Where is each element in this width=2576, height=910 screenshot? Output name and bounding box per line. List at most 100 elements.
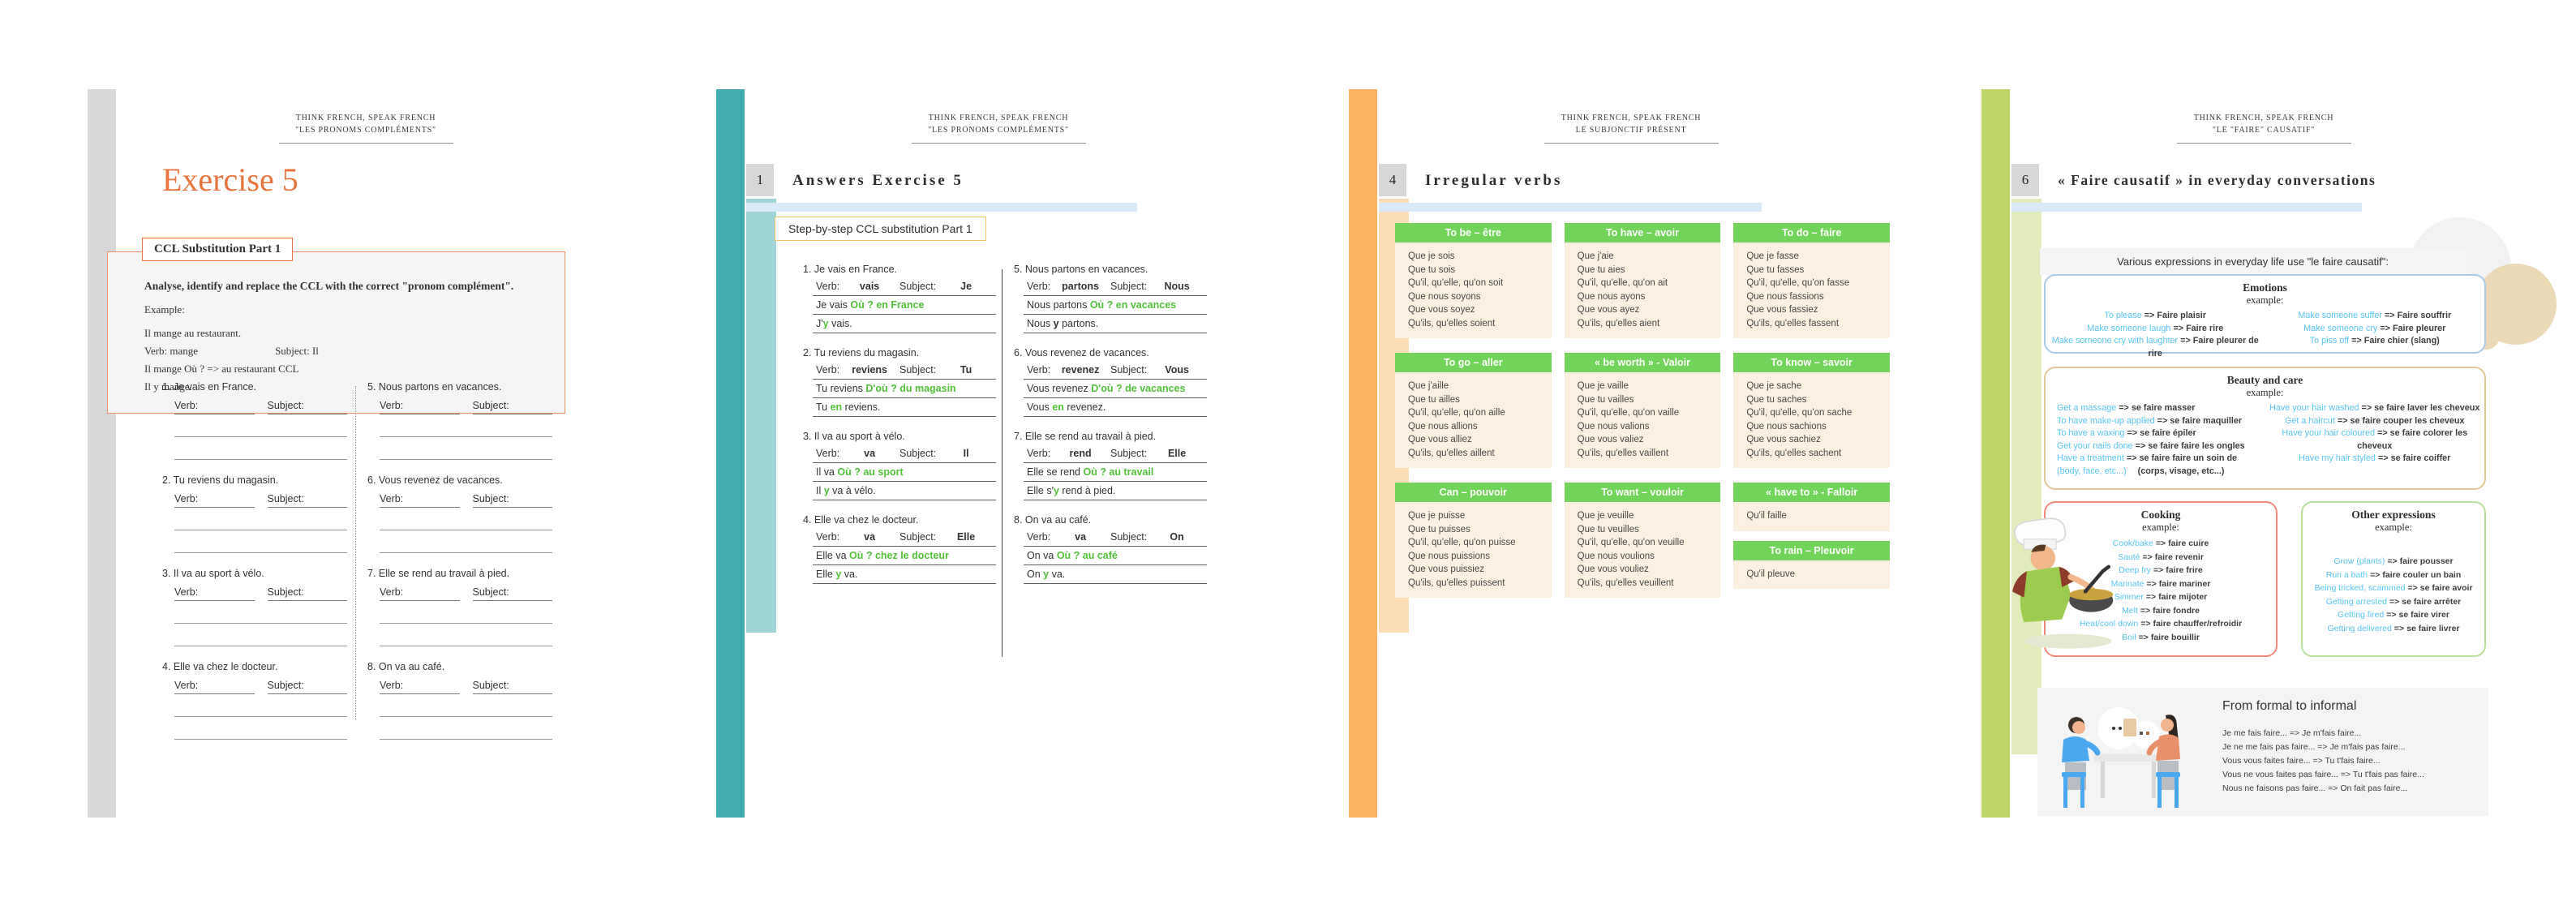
result-pre: Tu	[816, 401, 831, 413]
formal-lines: Je me fais faire... => Je m'fais faire..…	[2222, 728, 2424, 793]
item-answer-area: Verb: Subject:	[380, 680, 552, 740]
verb-subject-row: Verb: Subject:	[174, 493, 347, 508]
verb-label: Verb:	[1027, 531, 1051, 543]
expression-french: se faire colorer les cheveux	[2357, 428, 2468, 451]
example-result: Il y mange.	[144, 380, 192, 393]
analysis-ccl: Où ? chez le docteur	[849, 550, 949, 561]
verb-value: va	[864, 531, 876, 543]
expression-english: Get your nails done	[2057, 440, 2133, 451]
expression-english: Grow (plants)	[2333, 556, 2385, 566]
page3-side-bar	[1349, 89, 1377, 818]
expression-entry: Have my hair styled => se faire coiffer	[2265, 453, 2485, 466]
chapter-number: 1	[746, 164, 774, 196]
verb-table-header: To want – vouloir	[1564, 483, 1721, 502]
subject-value: Vous	[1165, 364, 1189, 376]
expression-entry: Being tricked, scammed => se faire avoir	[2303, 582, 2484, 595]
result-row: J'y vais.	[813, 315, 996, 333]
arrow: =>	[2173, 323, 2184, 333]
expression-french: faire mariner	[2158, 578, 2211, 589]
expression-entry: Get a massage => se faire masser	[2046, 402, 2265, 415]
analysis-ccl: Où ? au travail	[1083, 466, 1154, 478]
verb-table-body: Qu'il pleuve	[1733, 560, 1890, 589]
verb-table-body: Que je fasse Que tu fasses Qu'il, qu'ell…	[1733, 243, 1890, 338]
result-post: vais.	[828, 318, 852, 329]
page3-header: THINK FRENCH, SPEAK FRENCH LE SUBJONCTIF…	[1383, 112, 1879, 144]
analysis-ccl: Où ? en France	[850, 299, 925, 311]
verb-subject-row: Verb: Subject:	[380, 586, 552, 601]
verb-table-body: Qu'il faille	[1733, 502, 1890, 531]
result-post: partons.	[1058, 318, 1099, 329]
result-pre: On	[1027, 569, 1044, 580]
result-post: va.	[1049, 569, 1066, 580]
expression-english: Make someone cry with laughter	[2051, 336, 2179, 346]
verb-table-body: Que je vaille Que tu vailles Qu'il, qu'e…	[1564, 372, 1721, 468]
example-verb-line: Verb: mange Subject: Il	[144, 342, 548, 360]
item-sentence: 2. Tu reviens du magasin.	[803, 347, 920, 358]
verb-label: Verb:	[380, 680, 404, 691]
analysis-row: On va Où ? au café	[1024, 547, 1207, 565]
result-pre: Elle s'	[1027, 485, 1054, 496]
expression-entry: Boil => faire bouillir	[2046, 631, 2276, 645]
expression-french: Faire pleurer	[2392, 323, 2446, 333]
result-pronoun: y	[822, 318, 829, 329]
arrow: =>	[2155, 539, 2166, 548]
item-answer-rows: Verb: vais Subject: Je Je vais Où ? en F…	[813, 277, 996, 333]
subject-label: Subject:	[1110, 281, 1148, 292]
expression-french: faire fondre	[2153, 605, 2200, 616]
subject-label: Subject:	[899, 364, 937, 376]
subject-label: Subject:	[1110, 448, 1148, 459]
subject-label: Subject:	[267, 493, 304, 504]
answer-item: 4. Elle va chez le docteur. Verb: va Sub…	[803, 514, 996, 584]
expression-english: (body, face, etc...)	[2057, 466, 2127, 476]
answer-item: 5. Nous partons en vacances. Verb: parto…	[1014, 264, 1207, 333]
expression-english: Heat/cool down	[2079, 619, 2139, 629]
verb-table-header: « be worth » - Valoir	[1564, 353, 1721, 372]
verb-table-header: « have to » - Falloir	[1733, 483, 1890, 502]
item-sentence: 6. Vous revenez de vacances.	[367, 474, 503, 486]
expression-french: faire pousser	[2399, 556, 2454, 566]
arrow: =>	[2119, 403, 2129, 413]
arrow: =>	[2351, 336, 2362, 346]
item-sentence: 1. Je vais en France.	[803, 264, 898, 275]
analysis-pre: Vous revenez	[1027, 383, 1092, 394]
result-row: Il y va à vélo.	[813, 482, 996, 500]
blank-line	[174, 624, 347, 646]
header-line1: THINK FRENCH, SPEAK FRENCH	[1561, 114, 1702, 122]
worksheet-item: 8. On va au café. Verb: Subject:	[367, 661, 552, 740]
arrow: =>	[2157, 415, 2168, 426]
box-title: Other expressions	[2351, 509, 2436, 521]
cooking-box: Cooking example: Cook/bake => faire cuire …	[2044, 501, 2278, 657]
verb-label: Verb:	[174, 680, 199, 691]
verb-subject-row: Verb: va Subject: On	[1024, 528, 1207, 547]
answer-item: 3. Il va au sport à vélo. Verb: va Subje…	[803, 431, 996, 500]
formal-title: From formal to informal	[2222, 699, 2357, 713]
box-title: Emotions	[2243, 281, 2287, 294]
verb-table: To have – avoir Que j'aie Que tu aies Qu…	[1564, 223, 1721, 338]
expression-entry: Get your nails done => se faire faire les …	[2046, 440, 2265, 453]
subject-value: On	[1170, 531, 1184, 543]
page-answers-exercise-5: THINK FRENCH, SPEAK FRENCH "LES PRONOMS …	[677, 89, 1267, 818]
page2-side-bar-light	[746, 199, 776, 633]
analysis-row: Vous revenez D'où ? de vacances	[1024, 380, 1207, 398]
result-row: Tu en reviens.	[813, 398, 996, 417]
arrow: =>	[2387, 556, 2398, 566]
subject-value: Il	[963, 448, 969, 459]
page-title: Irregular verbs	[1425, 172, 1563, 189]
answer-item: 7. Elle se rend au travail à pied. Verb:…	[1014, 431, 1207, 500]
subject-value: Tu	[960, 364, 972, 376]
expression-french: faire chauffer/refroidir	[2153, 619, 2243, 629]
expression-english: Have my hair styled	[2299, 453, 2376, 463]
analysis-pre: Nous partons	[1027, 299, 1090, 311]
header-line2: LE SUBJONCTIF PRÉSENT	[1575, 126, 1687, 135]
verb-blank: Verb:	[380, 493, 460, 508]
verb-subject-row: Verb: partons Subject: Nous	[1024, 277, 1207, 296]
expression-entry: To piss off => Faire chier (slang)	[2265, 335, 2485, 348]
expression-french: se faire épiler	[2140, 428, 2196, 438]
expression-english: Get a massage	[2057, 403, 2117, 413]
verb-table-header: To know – savoir	[1733, 353, 1890, 372]
answer-item: 6. Vous revenez de vacances. Verb: reven…	[1014, 347, 1207, 417]
subject-label: Subject:	[472, 680, 509, 691]
result-post: va à vélo.	[829, 485, 876, 496]
verb-table-body: Que je puisse Que tu puisses Qu'il, qu'e…	[1395, 502, 1552, 598]
